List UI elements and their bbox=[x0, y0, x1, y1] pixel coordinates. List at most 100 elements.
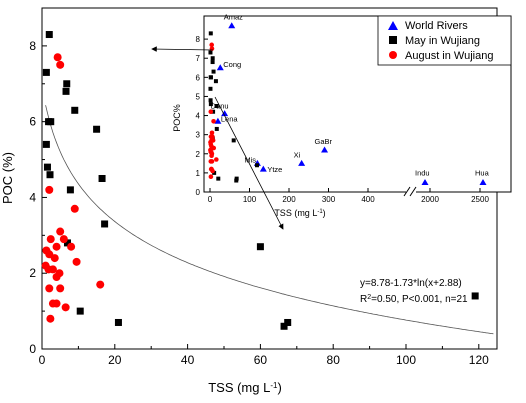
world-river-point bbox=[321, 146, 329, 153]
may-point bbox=[46, 171, 54, 179]
inset-x-tick-label: 100 bbox=[243, 195, 257, 204]
august-point bbox=[53, 53, 62, 62]
may-point bbox=[114, 318, 122, 326]
inset-may-point bbox=[214, 104, 219, 108]
legend-circle-marker bbox=[389, 51, 397, 59]
x-tick-label: 20 bbox=[108, 353, 122, 367]
august-point bbox=[67, 242, 76, 251]
legend-square-marker bbox=[389, 36, 397, 44]
inset-x-tick-label: 300 bbox=[322, 195, 336, 204]
inset-may-point bbox=[208, 98, 213, 103]
inset-y-tick-label: 3 bbox=[196, 131, 201, 140]
inset-may-point bbox=[208, 86, 213, 91]
x-tick-label: 80 bbox=[327, 353, 341, 367]
legend: World Rivers May in Wujiang August in Wu… bbox=[377, 15, 512, 66]
august-point bbox=[48, 265, 57, 274]
inset-ticks: 0 100 200 300 400 2000 2500 0 1 2 3 4 5 6 7 8 bbox=[196, 35, 490, 204]
connector-arrow-right bbox=[214, 96, 284, 230]
x-axis-title: TSS (mg L-1) bbox=[208, 380, 282, 395]
inset-august-point bbox=[210, 134, 215, 139]
inset-august-point bbox=[211, 145, 217, 151]
may-point bbox=[76, 307, 84, 315]
august-point bbox=[96, 280, 105, 289]
world-river-point bbox=[228, 22, 236, 29]
main-points bbox=[41, 31, 479, 330]
inset-august-point bbox=[209, 42, 214, 48]
august-point bbox=[70, 204, 79, 213]
inset-y-axis-title: POC% bbox=[172, 104, 182, 132]
inset-may-point bbox=[208, 75, 213, 80]
world-river-point bbox=[479, 178, 487, 185]
world-river-point bbox=[221, 110, 229, 117]
fit-stats: R2=0.50, P<0.001, n=21 bbox=[360, 294, 468, 306]
x-tick-label: 0 bbox=[39, 353, 46, 367]
may-point bbox=[42, 140, 50, 148]
x-axis-title-end: ) bbox=[277, 380, 281, 395]
inset-y-tick-label: 5 bbox=[196, 92, 201, 101]
legend-entry-august: August in Wujiang bbox=[405, 50, 493, 62]
inset-may-point bbox=[214, 126, 219, 131]
x-axis-title-sup: -1 bbox=[270, 381, 278, 390]
august-point bbox=[59, 235, 68, 244]
inset-august-point bbox=[209, 130, 215, 136]
x-tick-label: 120 bbox=[469, 353, 489, 367]
august-point bbox=[72, 257, 81, 266]
may-point bbox=[71, 106, 79, 114]
august-point bbox=[45, 284, 54, 293]
inset-august-point bbox=[210, 168, 215, 174]
y-tick-label: 6 bbox=[29, 115, 36, 129]
y-tick-label: 4 bbox=[29, 190, 36, 204]
inset-y-tick-label: 6 bbox=[196, 73, 201, 82]
connector-arrow-left bbox=[151, 46, 214, 52]
inset-x-tick-label: 400 bbox=[361, 195, 375, 204]
august-point bbox=[46, 314, 55, 323]
august-point bbox=[50, 254, 59, 263]
inset-y-tick-label: 0 bbox=[196, 188, 201, 197]
world-river-point bbox=[216, 64, 224, 71]
world-river-label: Indu bbox=[415, 168, 430, 177]
inset-august-point bbox=[209, 159, 215, 164]
august-point bbox=[52, 273, 61, 282]
may-point bbox=[93, 125, 101, 133]
inset-august-point bbox=[208, 109, 214, 115]
world-river-label: Xi bbox=[294, 150, 301, 159]
inset-x-tick-label: 0 bbox=[208, 195, 213, 204]
inset-may-point bbox=[208, 31, 213, 36]
inset-may-point bbox=[208, 50, 213, 55]
inset-may-point bbox=[255, 163, 260, 168]
legend-triangle-marker bbox=[388, 21, 398, 30]
world-river-label: Hua bbox=[475, 168, 490, 177]
x-tick-label: 40 bbox=[181, 353, 195, 367]
inset-may-point bbox=[208, 102, 213, 107]
inset-y-tick-label: 1 bbox=[196, 169, 201, 178]
world-river-point bbox=[298, 159, 306, 166]
may-point bbox=[98, 175, 106, 182]
y-tick-label: 0 bbox=[29, 342, 36, 356]
may-point bbox=[471, 292, 479, 300]
may-point bbox=[63, 239, 71, 247]
x-axis-title-main: TSS (mg L bbox=[208, 380, 270, 395]
may-point bbox=[66, 186, 74, 194]
may-point bbox=[280, 322, 288, 330]
fit-equation: y=8.78-1.73*ln(x+2.88) bbox=[360, 278, 462, 289]
world-river-label: Ytze bbox=[267, 165, 282, 174]
inset-may-point bbox=[213, 79, 218, 84]
inset-may-point bbox=[231, 138, 236, 143]
inset-may-point bbox=[212, 170, 217, 175]
legend-entry-world-rivers: World Rivers bbox=[405, 20, 468, 32]
inset-may-point bbox=[211, 69, 216, 74]
august-point bbox=[46, 235, 55, 244]
may-point bbox=[45, 31, 53, 39]
legend-box bbox=[377, 15, 512, 66]
fit-curve bbox=[45, 105, 494, 335]
inset-y-tick-label: 4 bbox=[196, 112, 201, 121]
fit-curve-path bbox=[45, 105, 494, 335]
fit-stats-text: =0.50, P<0.001, n=21 bbox=[371, 294, 468, 305]
inset-x-tick-label: 2000 bbox=[421, 195, 439, 204]
inset-axis-break bbox=[403, 186, 417, 197]
may-point bbox=[63, 80, 71, 88]
inset-august-point bbox=[208, 174, 214, 180]
x-tick-label: 60 bbox=[254, 353, 268, 367]
